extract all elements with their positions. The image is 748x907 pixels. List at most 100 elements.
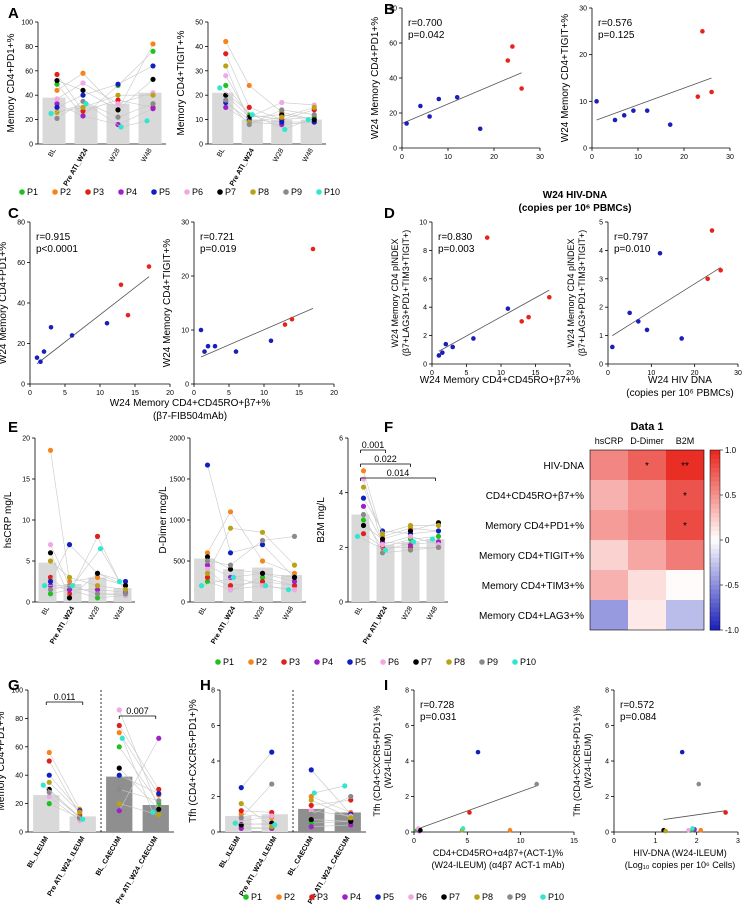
correlation-p: p=0.031 — [420, 712, 457, 723]
legend-swatch — [342, 894, 348, 900]
patient-point — [223, 97, 229, 103]
patient-line — [48, 760, 81, 816]
y-axis-label: Tfh (CD4+CXCR5+PD1+)% — [572, 705, 582, 816]
patient-line — [56, 72, 84, 91]
colorbar-segment — [710, 490, 720, 496]
heatmap-row-label: Memory CD4+TIGIT+% — [479, 551, 584, 562]
category-label: W28 — [88, 605, 101, 621]
patient-line — [69, 577, 98, 586]
patient-point — [66, 574, 73, 581]
axes-C2: 0 10 20 30 W24 Memory CD4+TIGIT+% 0 5 10 15 20 r=0… — [162, 220, 338, 398]
y-tick-label: 5 — [26, 559, 30, 566]
regression-line — [401, 72, 522, 124]
patient-line — [363, 514, 383, 553]
heatmap-cell — [628, 510, 666, 540]
heatmap-cell — [666, 570, 704, 600]
data-point — [723, 810, 728, 815]
patient-point — [116, 765, 122, 771]
axes-E2: 0 500 1000 1500 2000 D-Dimer mcg/L BL Pre ATI_W… — [158, 436, 306, 645]
x-tick-label: 10 — [260, 390, 268, 397]
patient-point — [150, 48, 156, 54]
x-tick-label: 15 — [532, 370, 540, 377]
patient-point — [115, 92, 121, 98]
panel-label-c: C — [8, 205, 19, 222]
patient-line — [119, 774, 159, 794]
x-tick-label: 0 — [28, 390, 32, 397]
patient-point — [238, 808, 244, 814]
mean-bar — [241, 119, 263, 144]
patient-point — [232, 820, 238, 826]
patient-point — [227, 562, 234, 568]
legend-label: P6 — [388, 657, 399, 667]
patient-point — [47, 591, 54, 597]
legend-swatch — [380, 659, 386, 665]
patient-point — [94, 570, 101, 576]
patient-point — [66, 542, 73, 548]
x-tick-label: 20 — [680, 154, 688, 161]
patient-line — [207, 511, 231, 553]
legend-label: P3 — [317, 892, 328, 902]
category-label: Pre ATI_W24_CAECUM — [115, 835, 159, 905]
patient-line — [82, 99, 119, 112]
patient-line — [48, 752, 81, 810]
patient-point — [227, 587, 234, 593]
c-xlabel-unit: (β7-FIB504mAb) — [153, 411, 227, 422]
significance-star: * — [645, 461, 649, 472]
y-tick-label: 40 — [195, 44, 203, 51]
significance-star: * — [683, 491, 687, 502]
data-point — [310, 246, 316, 252]
patient-point — [156, 735, 162, 741]
patient-point — [116, 722, 122, 729]
patient-point — [246, 121, 252, 128]
patient-line — [230, 540, 263, 566]
data-point — [667, 122, 673, 127]
patient-point — [80, 80, 86, 86]
patient-line — [233, 577, 266, 586]
patient-point — [382, 547, 389, 553]
data-point — [679, 749, 685, 755]
colorbar-segment — [710, 553, 720, 559]
y-tick-label: 8 — [405, 688, 409, 695]
mean-bar — [33, 795, 60, 832]
legend-swatch — [184, 189, 190, 195]
d2-xlabel-unit: (copies per 10⁶ PBMCs) — [626, 388, 734, 399]
correlation-r: r=0.721 — [200, 232, 235, 243]
colorbar-segment — [710, 468, 720, 473]
correlation-r: r=0.576 — [598, 18, 633, 29]
patient-point — [156, 786, 162, 793]
data-point — [663, 828, 668, 834]
patient-line — [82, 73, 119, 111]
regression-line — [200, 308, 314, 358]
data-point — [477, 126, 483, 132]
y-tick-label: 3 — [599, 276, 603, 283]
category-label: Pre ATI_W24 — [210, 605, 237, 645]
patient-line — [56, 84, 84, 117]
category-label: Pre ATI_W24 — [229, 147, 256, 187]
patient-point — [435, 544, 442, 550]
y-tick-label: 2 — [339, 545, 343, 552]
data-point — [282, 322, 288, 327]
axes-I1: 0 2 4 6 8 Tfh (CD4+CXCR5+PD1+)% (W24-ILEUM) 0 5 1… — [372, 688, 578, 846]
patient-line — [69, 589, 98, 599]
p-value-label: 0.011 — [54, 692, 76, 702]
patient-line — [119, 746, 159, 804]
colorbar-segment — [710, 481, 720, 487]
patient-line — [56, 74, 84, 112]
patient-point — [204, 562, 211, 568]
x-tick-label: 5 — [465, 838, 469, 845]
panel-label-a: A — [8, 5, 19, 22]
patient-line — [382, 549, 411, 554]
patient-point — [311, 790, 317, 796]
y-tick-label: 10 — [181, 328, 189, 335]
patient-line — [49, 782, 80, 813]
y-tick-label: 20 — [15, 801, 23, 808]
patient-line — [69, 544, 98, 574]
y-tick-label: 60 — [15, 744, 23, 751]
patient-point — [407, 533, 414, 540]
y-tick-label: 20 — [389, 111, 397, 118]
patient-point — [204, 570, 211, 576]
patient-point — [259, 578, 266, 585]
patient-line — [363, 506, 383, 543]
x-tick-label: 10 — [96, 390, 104, 397]
